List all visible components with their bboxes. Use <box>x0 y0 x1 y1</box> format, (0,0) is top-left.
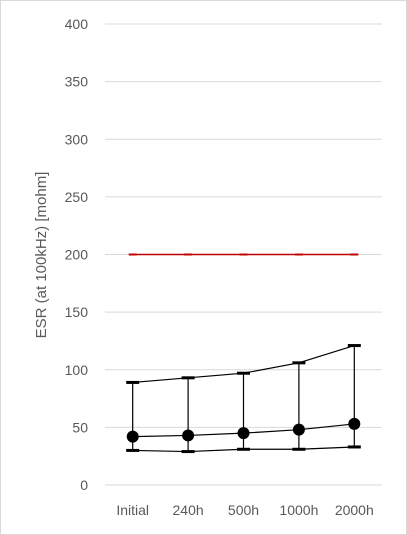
y-tick-label: 200 <box>65 247 89 263</box>
data-point-min <box>181 450 195 454</box>
y-tick-label: 100 <box>65 362 89 378</box>
data-point-max <box>181 376 195 380</box>
plot-area <box>126 253 361 454</box>
data-point-limit <box>184 253 193 256</box>
data-point-limit <box>239 253 248 256</box>
x-tick-label: 1000h <box>279 502 318 518</box>
data-point-max <box>126 380 140 384</box>
y-tick-label: 250 <box>65 189 89 205</box>
data-point-average <box>292 423 305 436</box>
y-tick-label: 400 <box>65 16 89 32</box>
data-point-average <box>348 417 361 430</box>
data-point-min <box>126 448 140 452</box>
data-point-average <box>182 429 195 442</box>
data-point-limit <box>128 253 137 256</box>
data-point-max <box>347 344 361 348</box>
y-tick-label: 50 <box>72 419 88 435</box>
y-tick-label: 0 <box>80 477 88 493</box>
y-tick-label: 300 <box>65 131 89 147</box>
data-point-min <box>292 447 306 451</box>
gridlines <box>105 23 382 486</box>
data-point-limit <box>294 253 303 256</box>
axes: 0 50 100 150 200 250 300 350 400 Initial 240h 500h 1… <box>65 16 374 518</box>
x-tick-label: 2000h <box>335 502 374 518</box>
data-point-average <box>126 430 139 443</box>
y-axis-title: ESR (at 100kHz) [mohm] <box>33 172 50 339</box>
x-tick-label: Initial <box>116 502 149 518</box>
data-point-max <box>237 371 250 375</box>
x-tick-label: 500h <box>228 502 259 518</box>
data-point-min <box>237 447 250 451</box>
data-point-max <box>292 361 306 365</box>
data-point-min <box>347 445 361 449</box>
y-tick-label: 350 <box>65 74 89 90</box>
data-point-average <box>237 427 250 440</box>
x-tick-label: 240h <box>173 502 204 518</box>
data-point-limit <box>350 253 359 256</box>
y-tick-label: 150 <box>65 304 89 320</box>
